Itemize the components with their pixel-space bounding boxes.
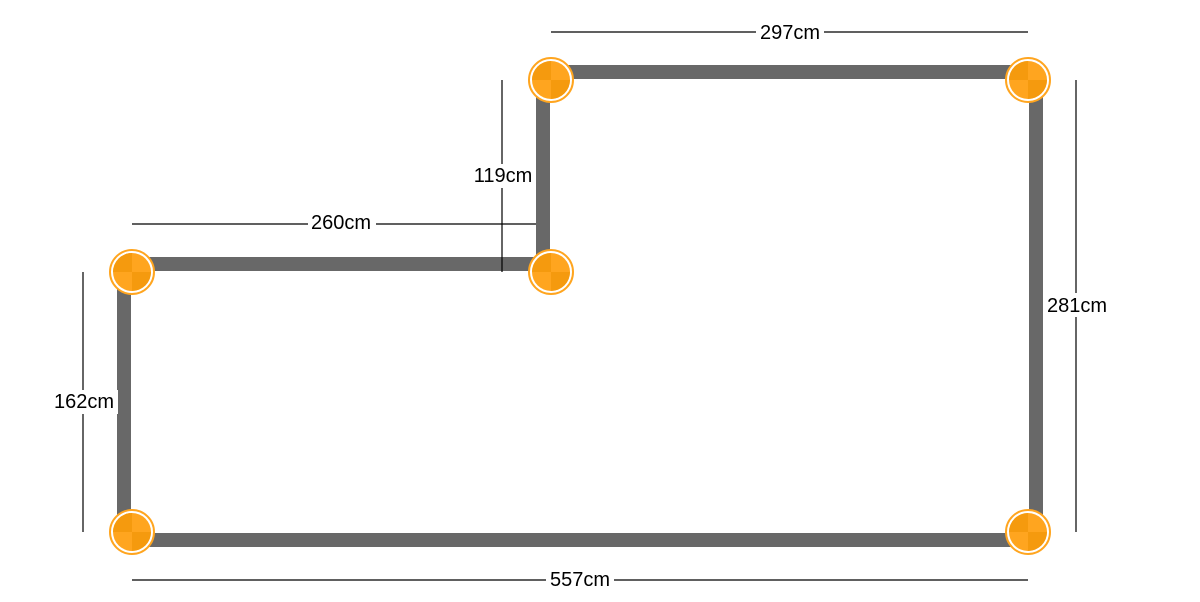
corner-handle-bottom-right[interactable]: [1005, 509, 1051, 555]
corner-handle-top-right[interactable]: [1005, 57, 1051, 103]
dimension-label-top: 297cm: [760, 22, 820, 44]
corner-handle-top-left-upper[interactable]: [528, 57, 574, 103]
corner-handle-quadrant: [132, 272, 151, 291]
corner-handle-bottom-left[interactable]: [109, 509, 155, 555]
corner-handle-quadrant: [1009, 513, 1028, 532]
dimension-labels: 297cm 119cm 260cm 281cm 162cm 557cm: [50, 20, 1111, 592]
room-walls[interactable]: [117, 65, 1043, 547]
corner-handle-inner-step[interactable]: [528, 249, 574, 295]
dimension-lines: [82, 31, 1077, 581]
corner-handle-quadrant: [551, 80, 570, 99]
corner-handle-quadrant: [1028, 80, 1047, 99]
corner-handle-quadrant: [1009, 61, 1028, 80]
dimension-label-right: 281cm: [1047, 295, 1107, 317]
corner-handle-quadrant: [113, 253, 132, 272]
corner-handle-quadrant: [532, 253, 551, 272]
corner-handle-quadrant: [1028, 532, 1047, 551]
corner-handle-left-upper[interactable]: [109, 249, 155, 295]
corner-handle-quadrant: [113, 513, 132, 532]
corner-handle-quadrant: [132, 532, 151, 551]
corner-handle-quadrant: [551, 272, 570, 291]
corner-handles: [109, 57, 1051, 555]
dimension-label-left: 162cm: [54, 391, 114, 413]
dimension-label-bottom: 557cm: [550, 569, 610, 591]
dimension-label-step-width: 260cm: [311, 212, 371, 234]
corner-handle-quadrant: [532, 61, 551, 80]
dimension-label-step-height: 119cm: [474, 165, 533, 187]
